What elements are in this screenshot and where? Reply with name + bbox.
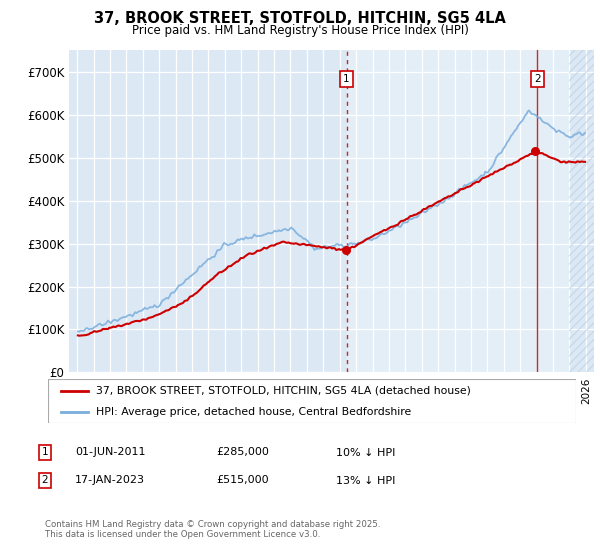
Text: 1: 1 xyxy=(343,74,350,85)
Bar xyxy=(569,50,594,372)
Point xyxy=(341,245,351,254)
Point xyxy=(530,147,540,156)
Text: £515,000: £515,000 xyxy=(216,475,269,486)
Text: 10% ↓ HPI: 10% ↓ HPI xyxy=(336,447,395,458)
Text: 01-JUN-2011: 01-JUN-2011 xyxy=(75,447,146,458)
Text: 2: 2 xyxy=(41,475,49,486)
Bar xyxy=(347,50,594,372)
Text: 2: 2 xyxy=(534,74,541,85)
Text: Price paid vs. HM Land Registry's House Price Index (HPI): Price paid vs. HM Land Registry's House … xyxy=(131,24,469,36)
Text: £285,000: £285,000 xyxy=(216,447,269,458)
Text: 37, BROOK STREET, STOTFOLD, HITCHIN, SG5 4LA: 37, BROOK STREET, STOTFOLD, HITCHIN, SG5… xyxy=(94,11,506,26)
Bar xyxy=(569,50,594,372)
Text: HPI: Average price, detached house, Central Bedfordshire: HPI: Average price, detached house, Cent… xyxy=(95,407,411,417)
Text: 13% ↓ HPI: 13% ↓ HPI xyxy=(336,475,395,486)
FancyBboxPatch shape xyxy=(48,379,576,423)
Text: 37, BROOK STREET, STOTFOLD, HITCHIN, SG5 4LA (detached house): 37, BROOK STREET, STOTFOLD, HITCHIN, SG5… xyxy=(95,386,470,396)
Text: 17-JAN-2023: 17-JAN-2023 xyxy=(75,475,145,486)
Text: Contains HM Land Registry data © Crown copyright and database right 2025.
This d: Contains HM Land Registry data © Crown c… xyxy=(45,520,380,539)
Text: 1: 1 xyxy=(41,447,49,458)
